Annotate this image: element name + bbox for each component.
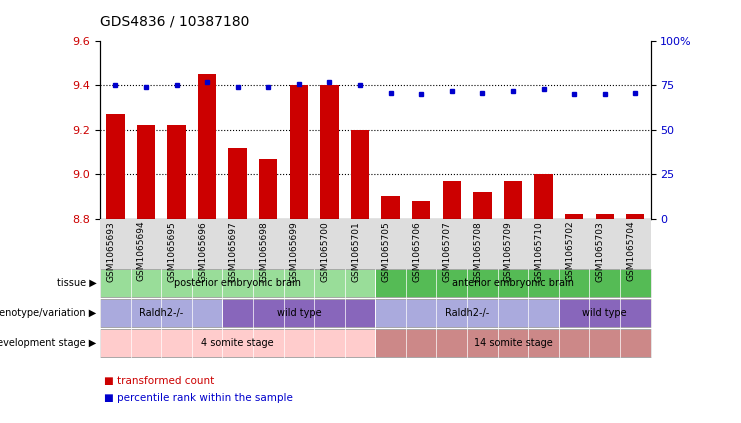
Bar bbox=[442, 181, 461, 219]
Text: GSM1065702: GSM1065702 bbox=[565, 221, 574, 281]
Bar bbox=[626, 214, 645, 219]
Bar bbox=[290, 85, 308, 219]
Text: GSM1065701: GSM1065701 bbox=[351, 221, 360, 282]
Text: GSM1065703: GSM1065703 bbox=[596, 221, 605, 282]
Text: GSM1065696: GSM1065696 bbox=[198, 221, 207, 282]
Text: genotype/variation ▶: genotype/variation ▶ bbox=[0, 308, 96, 318]
Text: GSM1065698: GSM1065698 bbox=[259, 221, 268, 282]
Text: GSM1065697: GSM1065697 bbox=[229, 221, 238, 282]
Bar bbox=[228, 148, 247, 219]
Text: GSM1065706: GSM1065706 bbox=[412, 221, 421, 282]
Bar bbox=[259, 159, 277, 219]
Text: GSM1065710: GSM1065710 bbox=[534, 221, 544, 282]
Text: development stage ▶: development stage ▶ bbox=[0, 338, 96, 348]
Bar bbox=[382, 197, 400, 219]
Text: tissue ▶: tissue ▶ bbox=[56, 278, 96, 288]
Text: ■ percentile rank within the sample: ■ percentile rank within the sample bbox=[104, 393, 293, 403]
Bar bbox=[320, 85, 339, 219]
Text: GSM1065699: GSM1065699 bbox=[290, 221, 299, 282]
Text: ■ transformed count: ■ transformed count bbox=[104, 376, 214, 386]
Text: GSM1065704: GSM1065704 bbox=[626, 221, 635, 281]
Text: 4 somite stage: 4 somite stage bbox=[202, 338, 274, 348]
Bar bbox=[504, 181, 522, 219]
Bar bbox=[198, 74, 216, 219]
Text: wild type: wild type bbox=[276, 308, 321, 318]
Bar bbox=[565, 214, 583, 219]
Text: posterior embryonic brain: posterior embryonic brain bbox=[174, 278, 301, 288]
Text: GSM1065693: GSM1065693 bbox=[106, 221, 116, 282]
Text: 14 somite stage: 14 somite stage bbox=[473, 338, 552, 348]
Bar bbox=[534, 174, 553, 219]
Bar bbox=[350, 130, 369, 219]
Text: Raldh2-/-: Raldh2-/- bbox=[445, 308, 489, 318]
Text: anterior embryonic brain: anterior embryonic brain bbox=[452, 278, 574, 288]
Bar bbox=[596, 214, 614, 219]
Bar bbox=[473, 192, 491, 219]
Text: GSM1065708: GSM1065708 bbox=[473, 221, 482, 282]
Text: GSM1065709: GSM1065709 bbox=[504, 221, 513, 282]
Text: GDS4836 / 10387180: GDS4836 / 10387180 bbox=[100, 15, 250, 29]
Text: GSM1065707: GSM1065707 bbox=[443, 221, 452, 282]
Text: GSM1065700: GSM1065700 bbox=[320, 221, 330, 282]
Bar bbox=[412, 201, 431, 219]
Text: GSM1065695: GSM1065695 bbox=[167, 221, 176, 282]
Text: wild type: wild type bbox=[582, 308, 627, 318]
Text: GSM1065694: GSM1065694 bbox=[137, 221, 146, 281]
Bar bbox=[106, 114, 124, 219]
Text: Raldh2-/-: Raldh2-/- bbox=[139, 308, 183, 318]
Text: GSM1065705: GSM1065705 bbox=[382, 221, 391, 282]
Bar bbox=[167, 125, 186, 219]
Bar bbox=[137, 125, 155, 219]
